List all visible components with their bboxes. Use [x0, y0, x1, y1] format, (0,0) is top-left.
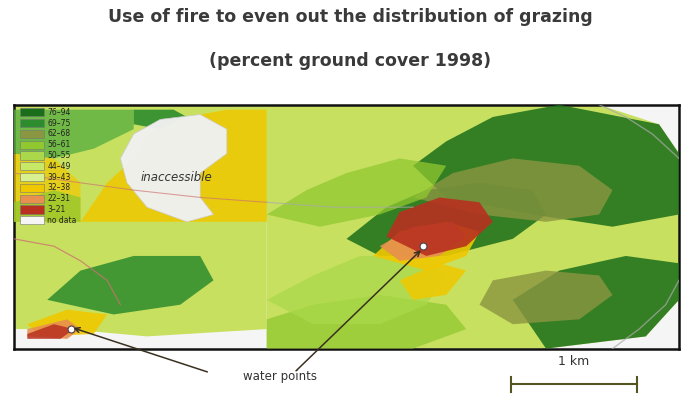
- Polygon shape: [400, 263, 466, 300]
- Text: water points: water points: [243, 370, 317, 383]
- Polygon shape: [512, 256, 679, 349]
- Polygon shape: [120, 114, 227, 222]
- Bar: [20, 206, 44, 214]
- Text: 39–43: 39–43: [48, 172, 71, 181]
- Polygon shape: [413, 158, 612, 222]
- Bar: [20, 141, 44, 149]
- Polygon shape: [80, 110, 267, 222]
- Polygon shape: [27, 324, 74, 339]
- Polygon shape: [14, 105, 267, 222]
- Polygon shape: [267, 256, 447, 324]
- Text: inaccessible: inaccessible: [141, 171, 213, 185]
- Polygon shape: [346, 183, 546, 256]
- Polygon shape: [267, 295, 466, 349]
- Bar: [20, 119, 44, 127]
- Polygon shape: [14, 222, 267, 337]
- Polygon shape: [413, 105, 679, 226]
- Text: no data: no data: [48, 216, 77, 225]
- Polygon shape: [380, 222, 466, 261]
- Text: 32–38: 32–38: [48, 183, 71, 192]
- Polygon shape: [14, 154, 80, 222]
- Text: 56–61: 56–61: [48, 140, 71, 149]
- Polygon shape: [386, 197, 493, 256]
- Bar: [20, 108, 44, 116]
- Polygon shape: [134, 110, 187, 129]
- Text: 62–68: 62–68: [48, 129, 71, 138]
- Polygon shape: [373, 222, 480, 270]
- Text: Use of fire to even out the distribution of grazing: Use of fire to even out the distribution…: [108, 8, 592, 26]
- Polygon shape: [27, 319, 81, 339]
- Bar: [20, 162, 44, 170]
- Text: 44–49: 44–49: [48, 162, 71, 171]
- Bar: [20, 130, 44, 138]
- Polygon shape: [480, 270, 612, 324]
- Text: 3–21: 3–21: [48, 205, 66, 214]
- Polygon shape: [14, 190, 80, 222]
- Bar: [20, 173, 44, 181]
- Text: 22–31: 22–31: [48, 194, 70, 203]
- Polygon shape: [267, 105, 679, 349]
- Polygon shape: [14, 110, 134, 158]
- Bar: [20, 216, 44, 224]
- Text: 50–55: 50–55: [48, 151, 71, 160]
- Text: 76–94: 76–94: [48, 108, 71, 117]
- Text: (percent ground cover 1998): (percent ground cover 1998): [209, 52, 491, 71]
- Polygon shape: [48, 256, 214, 314]
- Polygon shape: [27, 310, 107, 337]
- Text: 1 km: 1 km: [559, 355, 589, 368]
- Bar: [20, 151, 44, 160]
- Bar: [20, 195, 44, 203]
- Bar: [20, 184, 44, 192]
- Polygon shape: [267, 158, 447, 226]
- Text: 69–75: 69–75: [48, 118, 71, 127]
